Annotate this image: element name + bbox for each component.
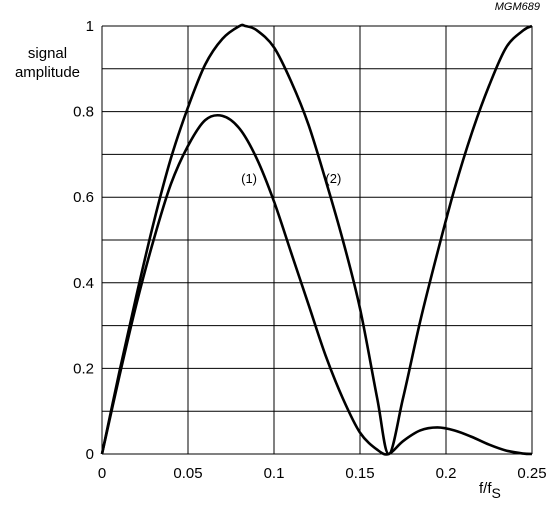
x-axis-label: f/fS: [479, 480, 501, 501]
y-tick-label: 0.6: [73, 189, 94, 206]
series-label-2: (2): [325, 171, 341, 186]
y-tick-label: 0.8: [73, 104, 94, 121]
figure-code: MGM689: [494, 1, 540, 13]
series-label-1: (1): [241, 171, 257, 186]
series-line-1: [100, 113, 533, 456]
y-tick-label: 0: [86, 446, 94, 463]
series-line-2: [100, 23, 533, 456]
x-tick-label: 0.15: [345, 465, 374, 482]
y-tick-label: 0.4: [73, 275, 94, 292]
y-axis-label: signal amplitude: [0, 44, 95, 82]
y-tick-label: 0.2: [73, 360, 94, 377]
x-axis-label-subscript: S: [491, 485, 501, 501]
y-tick-label: 1: [86, 18, 94, 35]
x-tick-label: 0.1: [264, 465, 285, 482]
x-axis-label-main: f/f: [479, 480, 492, 497]
y-axis-label-line1: signal: [27, 45, 68, 62]
y-axis-label-line2: amplitude: [14, 64, 81, 81]
x-tick-label: 0.2: [436, 465, 457, 482]
x-tick-label: 0.25: [517, 465, 546, 482]
x-tick-label: 0.05: [173, 465, 202, 482]
x-tick-label: 0: [98, 465, 106, 482]
